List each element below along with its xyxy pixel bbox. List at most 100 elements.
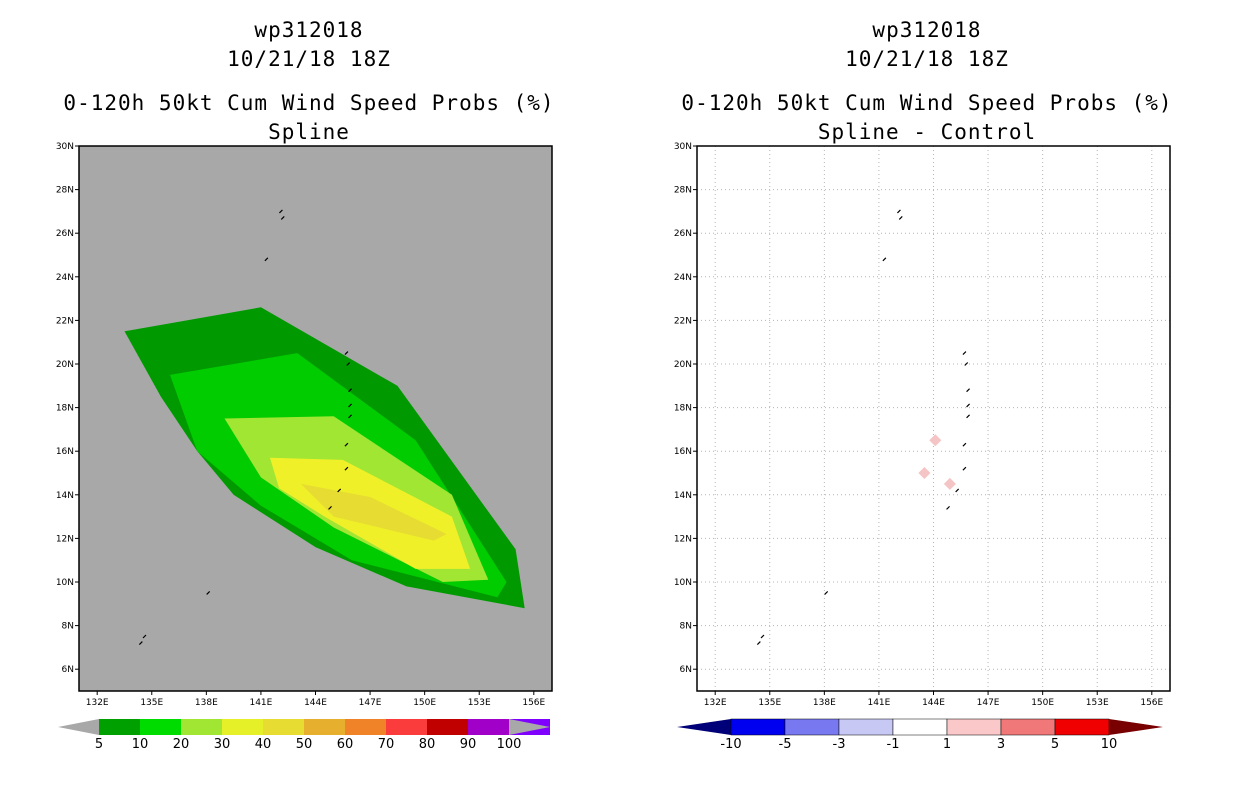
y-tick-label: 30N: [674, 142, 692, 152]
x-tick-label: 147E: [359, 698, 382, 708]
y-tick-label: 20N: [674, 360, 692, 370]
colorbar-label: 50: [296, 737, 313, 752]
colorbar-swatch: [427, 719, 468, 735]
colorbar-swatch: [222, 719, 263, 735]
colorbar-swatch: [345, 719, 386, 735]
storm-id-title: wp312018: [872, 18, 982, 42]
island-coastline: [138, 641, 143, 645]
chart-title: 0-120h 50kt Cum Wind Speed Probs (%): [681, 91, 1173, 115]
contour-level-40: [300, 483, 447, 541]
island-coastline: [348, 414, 352, 419]
x-tick-label: 138E: [195, 698, 218, 708]
difference-anomaly: [918, 467, 931, 479]
island-coastline: [344, 351, 349, 356]
y-tick-label: 6N: [680, 665, 692, 675]
y-tick-label: 12N: [674, 534, 692, 544]
datetime-title: 10/21/18 18Z: [227, 47, 391, 71]
colorbar-label: 10: [132, 737, 149, 752]
island-coastline: [328, 505, 332, 510]
x-tick-label: 156E: [1140, 698, 1163, 708]
panel-spline-minus-control: wp312018 10/21/18 18Z 0-120h 50kt Cum Wi…: [618, 0, 1236, 800]
x-tick-label: 144E: [304, 698, 327, 708]
colorbar-swatch: [730, 718, 786, 736]
y-tick-label: 16N: [674, 447, 692, 457]
x-tick-label: 141E: [867, 698, 890, 708]
island-coastline: [142, 634, 147, 639]
y-tick-label: 6N: [62, 665, 74, 675]
y-tick-label: 8N: [62, 622, 74, 632]
colorbar-swatch: [838, 718, 894, 736]
island-coastline: [344, 466, 349, 471]
chart-subtitle: Spline: [268, 120, 350, 144]
colorbar-label: 100: [497, 737, 522, 752]
colorbar-label: 30: [214, 737, 231, 752]
x-tick-label: 141E: [249, 698, 272, 708]
y-tick-label: 26N: [674, 229, 692, 239]
colorbar-label: -3: [833, 737, 846, 752]
colorbar-below-range: [677, 719, 731, 735]
x-tick-label: 150E: [413, 698, 436, 708]
island-coastline: [898, 216, 903, 220]
island-coastline: [897, 209, 901, 214]
island-coastline: [964, 362, 969, 366]
island-coastline: [966, 388, 970, 393]
colorbar-swatch: [946, 718, 1002, 736]
x-tick-label: 144E: [922, 698, 945, 708]
island-coastline: [264, 257, 269, 262]
colorbar-label: 20: [173, 737, 190, 752]
island-coastline: [346, 362, 351, 366]
colorbar-above-range: [1109, 719, 1163, 735]
x-tick-label: 135E: [140, 698, 163, 708]
island-coastline: [337, 488, 342, 493]
y-tick-label: 30N: [56, 142, 74, 152]
island-coastline: [882, 257, 887, 262]
x-tick-label: 138E: [813, 698, 836, 708]
y-tick-label: 16N: [56, 447, 74, 457]
colorbar-label: 80: [419, 737, 436, 752]
y-tick-label: 28N: [56, 186, 74, 196]
island-coastline: [760, 634, 765, 639]
colorbar-label: -10: [720, 737, 741, 752]
colorbar-label: 5: [95, 737, 103, 752]
island-coastline: [279, 209, 283, 214]
x-tick-label: 153E: [1086, 698, 1109, 708]
colorbar-swatch: [1000, 718, 1056, 736]
colorbar-swatch: [386, 719, 427, 735]
x-tick-label: 132E: [704, 698, 727, 708]
y-tick-label: 18N: [674, 404, 692, 414]
colorbar-swatch: [181, 719, 222, 735]
island-coastline: [344, 442, 349, 447]
y-tick-label: 18N: [56, 404, 74, 414]
x-tick-label: 135E: [758, 698, 781, 708]
panel-spline: wp312018 10/21/18 18Z 0-120h 50kt Cum Wi…: [56, 18, 554, 752]
colorbar-label: 60: [337, 737, 354, 752]
y-tick-label: 24N: [56, 273, 74, 283]
colorbar-label: 1: [943, 737, 951, 752]
y-tick-label: 8N: [680, 622, 692, 632]
colorbar-swatch: [784, 718, 840, 736]
y-tick-label: 22N: [56, 316, 74, 326]
colorbar-swatch: [1054, 718, 1110, 736]
island-coastline: [756, 641, 761, 645]
x-tick-label: 150E: [1031, 698, 1054, 708]
x-tick-label: 132E: [86, 698, 109, 708]
y-tick-label: 14N: [56, 491, 74, 501]
island-coastline: [348, 403, 352, 408]
colorbar-swatch: [304, 719, 345, 735]
datetime-title: 10/21/18 18Z: [845, 47, 1009, 71]
x-tick-label: 153E: [468, 698, 491, 708]
island-coastline: [946, 505, 950, 510]
colorbar-swatch: [892, 718, 948, 736]
y-tick-label: 10N: [674, 578, 692, 588]
island-coastline: [962, 351, 967, 356]
island-coastline: [962, 442, 967, 447]
island-coastline: [966, 403, 970, 408]
storm-id-title: wp312018: [254, 18, 364, 42]
colorbar-label: -5: [779, 737, 792, 752]
y-tick-label: 28N: [674, 186, 692, 196]
y-tick-label: 24N: [674, 273, 692, 283]
colorbar-below-range: [58, 719, 99, 735]
y-tick-label: 10N: [56, 578, 74, 588]
colorbar-label: -1: [887, 737, 900, 752]
y-tick-label: 26N: [56, 229, 74, 239]
